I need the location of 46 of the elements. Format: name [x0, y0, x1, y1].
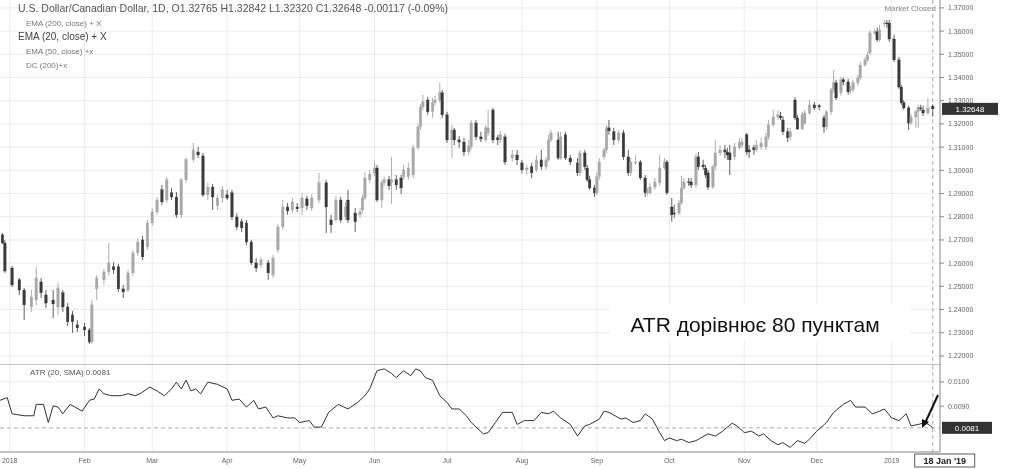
candlestick — [211, 183, 215, 211]
candlestick — [300, 192, 304, 216]
candlestick — [706, 169, 710, 191]
candlestick — [191, 142, 195, 163]
candlestick — [305, 195, 309, 211]
candlestick — [559, 131, 563, 161]
candlestick — [317, 172, 321, 204]
candlestick — [515, 149, 519, 166]
candlestick — [95, 274, 99, 301]
candlestick — [431, 97, 434, 119]
candlestick — [271, 254, 275, 279]
candlestick — [646, 187, 650, 197]
candlestick — [160, 184, 164, 206]
text: 1.32648 — [955, 104, 986, 114]
text: 18 Jan '19 — [923, 456, 967, 466]
candlestick — [39, 277, 43, 299]
annotation: EMA (20, close) + X — [18, 31, 107, 42]
candlestick — [781, 115, 785, 136]
candlestick — [56, 282, 60, 316]
candlestick — [745, 132, 749, 156]
candlestick — [670, 197, 674, 223]
candlestick — [380, 179, 384, 209]
candlestick — [469, 119, 473, 151]
candlestick — [10, 265, 14, 288]
annotation: EMA (200, close) + X — [26, 19, 103, 28]
candlestick — [266, 259, 270, 281]
line-series — [0, 368, 934, 448]
annotation: EMA (50, close) +x — [26, 47, 94, 56]
annotation: DC (200)+x — [26, 61, 68, 70]
candlestick — [329, 214, 333, 234]
ref-line-label: 0.0081 — [954, 423, 980, 433]
candlestick — [44, 289, 48, 309]
candlestick — [339, 196, 343, 224]
chart-title: ATR (20, SMA) 0.0081 — [30, 368, 111, 377]
candlestick — [539, 149, 543, 171]
candlestick — [165, 176, 169, 204]
candlestick — [174, 191, 178, 219]
candlestick — [141, 235, 145, 261]
chart-title: U.S. Dollar/Canadian Dollar, 1D, O1.32765 H1.32842 L1.32320 C1.32648 -0.00117 (-0.09%) — [18, 2, 448, 14]
candlestick — [353, 207, 357, 233]
candlestick — [926, 97, 930, 116]
annotation: Market Closed — [884, 4, 936, 13]
annotation: ATR дорівнює 80 пунктам — [630, 313, 880, 336]
candlestick — [556, 131, 560, 161]
candlestick — [334, 195, 338, 223]
candlestick — [51, 289, 55, 319]
